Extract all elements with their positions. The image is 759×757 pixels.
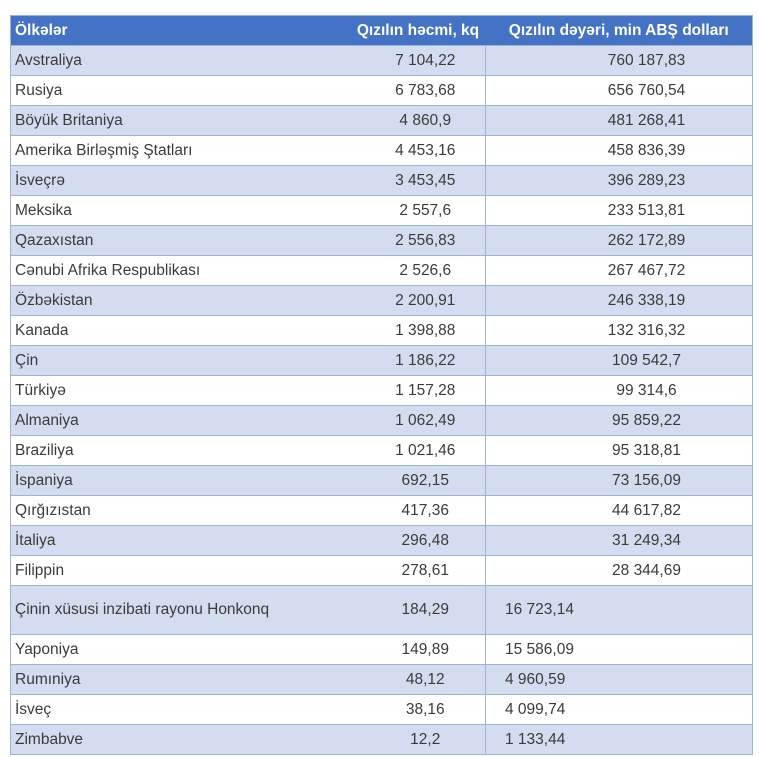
volume-cell: 1 021,46 <box>350 435 486 466</box>
table-row: Qırğızıstan 417,36 44 617,82 <box>10 495 753 526</box>
value-cell: 99 314,6 <box>485 375 753 406</box>
volume-cell: 692,15 <box>350 465 486 496</box>
value-cell: 28 344,69 <box>485 555 753 586</box>
table-row: İsveçrə 3 453,45 396 289,23 <box>10 165 753 196</box>
country-cell: İtaliya <box>10 525 351 556</box>
table-row: Avstraliya 7 104,22 760 187,83 <box>10 45 753 76</box>
table-row: Filippin 278,61 28 344,69 <box>10 555 753 586</box>
table-row: Cənubi Afrika Respublikası 2 526,6 267 4… <box>10 255 753 286</box>
country-cell: Kanada <box>10 315 351 346</box>
country-cell: Filippin <box>10 555 351 586</box>
table-row: Qazaxıstan 2 556,83 262 172,89 <box>10 225 753 256</box>
value-cell: 760 187,83 <box>485 45 753 76</box>
value-cell: 109 542,7 <box>485 345 753 376</box>
country-cell: Rumıniya <box>10 664 351 695</box>
country-cell: İspaniya <box>10 465 351 496</box>
volume-cell: 38,16 <box>350 694 486 725</box>
volume-cell: 2 557,6 <box>350 195 486 226</box>
value-cell: 31 249,34 <box>485 525 753 556</box>
table-row: Rusiya 6 783,68 656 760,54 <box>10 75 753 106</box>
table-row: Braziliya 1 021,46 95 318,81 <box>10 435 753 466</box>
table-row: Çinin xüsusi inzibati rayonu Honkonq 184… <box>10 585 753 635</box>
value-cell: 44 617,82 <box>485 495 753 526</box>
table-row: İtaliya 296,48 31 249,34 <box>10 525 753 556</box>
value-cell: 15 586,09 <box>485 634 753 665</box>
value-cell: 16 723,14 <box>485 585 753 635</box>
table-row: Kanada 1 398,88 132 316,32 <box>10 315 753 346</box>
table-row: Özbəkistan 2 200,91 246 338,19 <box>10 285 753 316</box>
volume-cell: 6 783,68 <box>350 75 486 106</box>
value-cell: 4 099,74 <box>485 694 753 725</box>
value-cell: 262 172,89 <box>485 225 753 256</box>
country-cell: Qırğızıstan <box>10 495 351 526</box>
country-cell: İsveçrə <box>10 165 351 196</box>
volume-cell: 4 453,16 <box>350 135 486 166</box>
volume-cell: 149,89 <box>350 634 486 665</box>
country-cell: Meksika <box>10 195 351 226</box>
value-cell: 132 316,32 <box>485 315 753 346</box>
volume-cell: 2 200,91 <box>350 285 486 316</box>
value-cell: 267 467,72 <box>485 255 753 286</box>
volume-cell: 1 186,22 <box>350 345 486 376</box>
table-row: Almaniya 1 062,49 95 859,22 <box>10 405 753 436</box>
value-cell: 458 836,39 <box>485 135 753 166</box>
value-cell: 656 760,54 <box>485 75 753 106</box>
value-cell: 233 513,81 <box>485 195 753 226</box>
table-row: Amerika Birləşmiş Ştatları 4 453,16 458 … <box>10 135 753 166</box>
country-cell: Türkiyə <box>10 375 351 406</box>
gold-reserves-table: Ölkələr Qızılın həcmi, kq Qızılın dəyəri… <box>10 15 753 755</box>
country-cell: Çin <box>10 345 351 376</box>
volume-cell: 2 526,6 <box>350 255 486 286</box>
col-header-volume: Qızılın həcmi, kq <box>350 15 486 46</box>
volume-cell: 2 556,83 <box>350 225 486 256</box>
value-cell: 95 318,81 <box>485 435 753 466</box>
volume-cell: 278,61 <box>350 555 486 586</box>
value-cell: 481 268,41 <box>485 105 753 136</box>
volume-cell: 417,36 <box>350 495 486 526</box>
country-cell: Avstraliya <box>10 45 351 76</box>
table-row: Çin 1 186,22 109 542,7 <box>10 345 753 376</box>
header-row: Ölkələr Qızılın həcmi, kq Qızılın dəyəri… <box>10 15 753 46</box>
country-cell: Çinin xüsusi inzibati rayonu Honkonq <box>10 585 351 635</box>
table-row: Türkiyə 1 157,28 99 314,6 <box>10 375 753 406</box>
country-cell: Braziliya <box>10 435 351 466</box>
table-row: Rumıniya 48,12 4 960,59 <box>10 664 753 695</box>
value-cell: 4 960,59 <box>485 664 753 695</box>
table-row: Yaponiya 149,89 15 586,09 <box>10 634 753 665</box>
value-cell: 95 859,22 <box>485 405 753 436</box>
volume-cell: 7 104,22 <box>350 45 486 76</box>
value-cell: 396 289,23 <box>485 165 753 196</box>
volume-cell: 48,12 <box>350 664 486 695</box>
country-cell: İsveç <box>10 694 351 725</box>
country-cell: Böyük Britaniya <box>10 105 351 136</box>
country-cell: Özbəkistan <box>10 285 351 316</box>
country-cell: Almaniya <box>10 405 351 436</box>
volume-cell: 1 398,88 <box>350 315 486 346</box>
volume-cell: 3 453,45 <box>350 165 486 196</box>
table-body: Avstraliya 7 104,22 760 187,83 Rusiya 6 … <box>10 45 753 755</box>
table-row: Meksika 2 557,6 233 513,81 <box>10 195 753 226</box>
table-row: İsveç 38,16 4 099,74 <box>10 694 753 725</box>
volume-cell: 1 062,49 <box>350 405 486 436</box>
volume-cell: 4 860,9 <box>350 105 486 136</box>
volume-cell: 184,29 <box>350 585 486 635</box>
volume-cell: 296,48 <box>350 525 486 556</box>
country-cell: Qazaxıstan <box>10 225 351 256</box>
table-row: Böyük Britaniya 4 860,9 481 268,41 <box>10 105 753 136</box>
value-cell: 246 338,19 <box>485 285 753 316</box>
country-cell: Yaponiya <box>10 634 351 665</box>
table-row: İspaniya 692,15 73 156,09 <box>10 465 753 496</box>
col-header-countries: Ölkələr <box>10 15 351 46</box>
country-cell: Zimbabve <box>10 724 351 755</box>
country-cell: Rusiya <box>10 75 351 106</box>
col-header-value: Qızılın dəyəri, min ABŞ dolları <box>485 15 753 46</box>
country-cell: Amerika Birləşmiş Ştatları <box>10 135 351 166</box>
value-cell: 1 133,44 <box>485 724 753 755</box>
volume-cell: 1 157,28 <box>350 375 486 406</box>
country-cell: Cənubi Afrika Respublikası <box>10 255 351 286</box>
value-cell: 73 156,09 <box>485 465 753 496</box>
volume-cell: 12,2 <box>350 724 486 755</box>
table-row: Zimbabve 12,2 1 133,44 <box>10 724 753 755</box>
